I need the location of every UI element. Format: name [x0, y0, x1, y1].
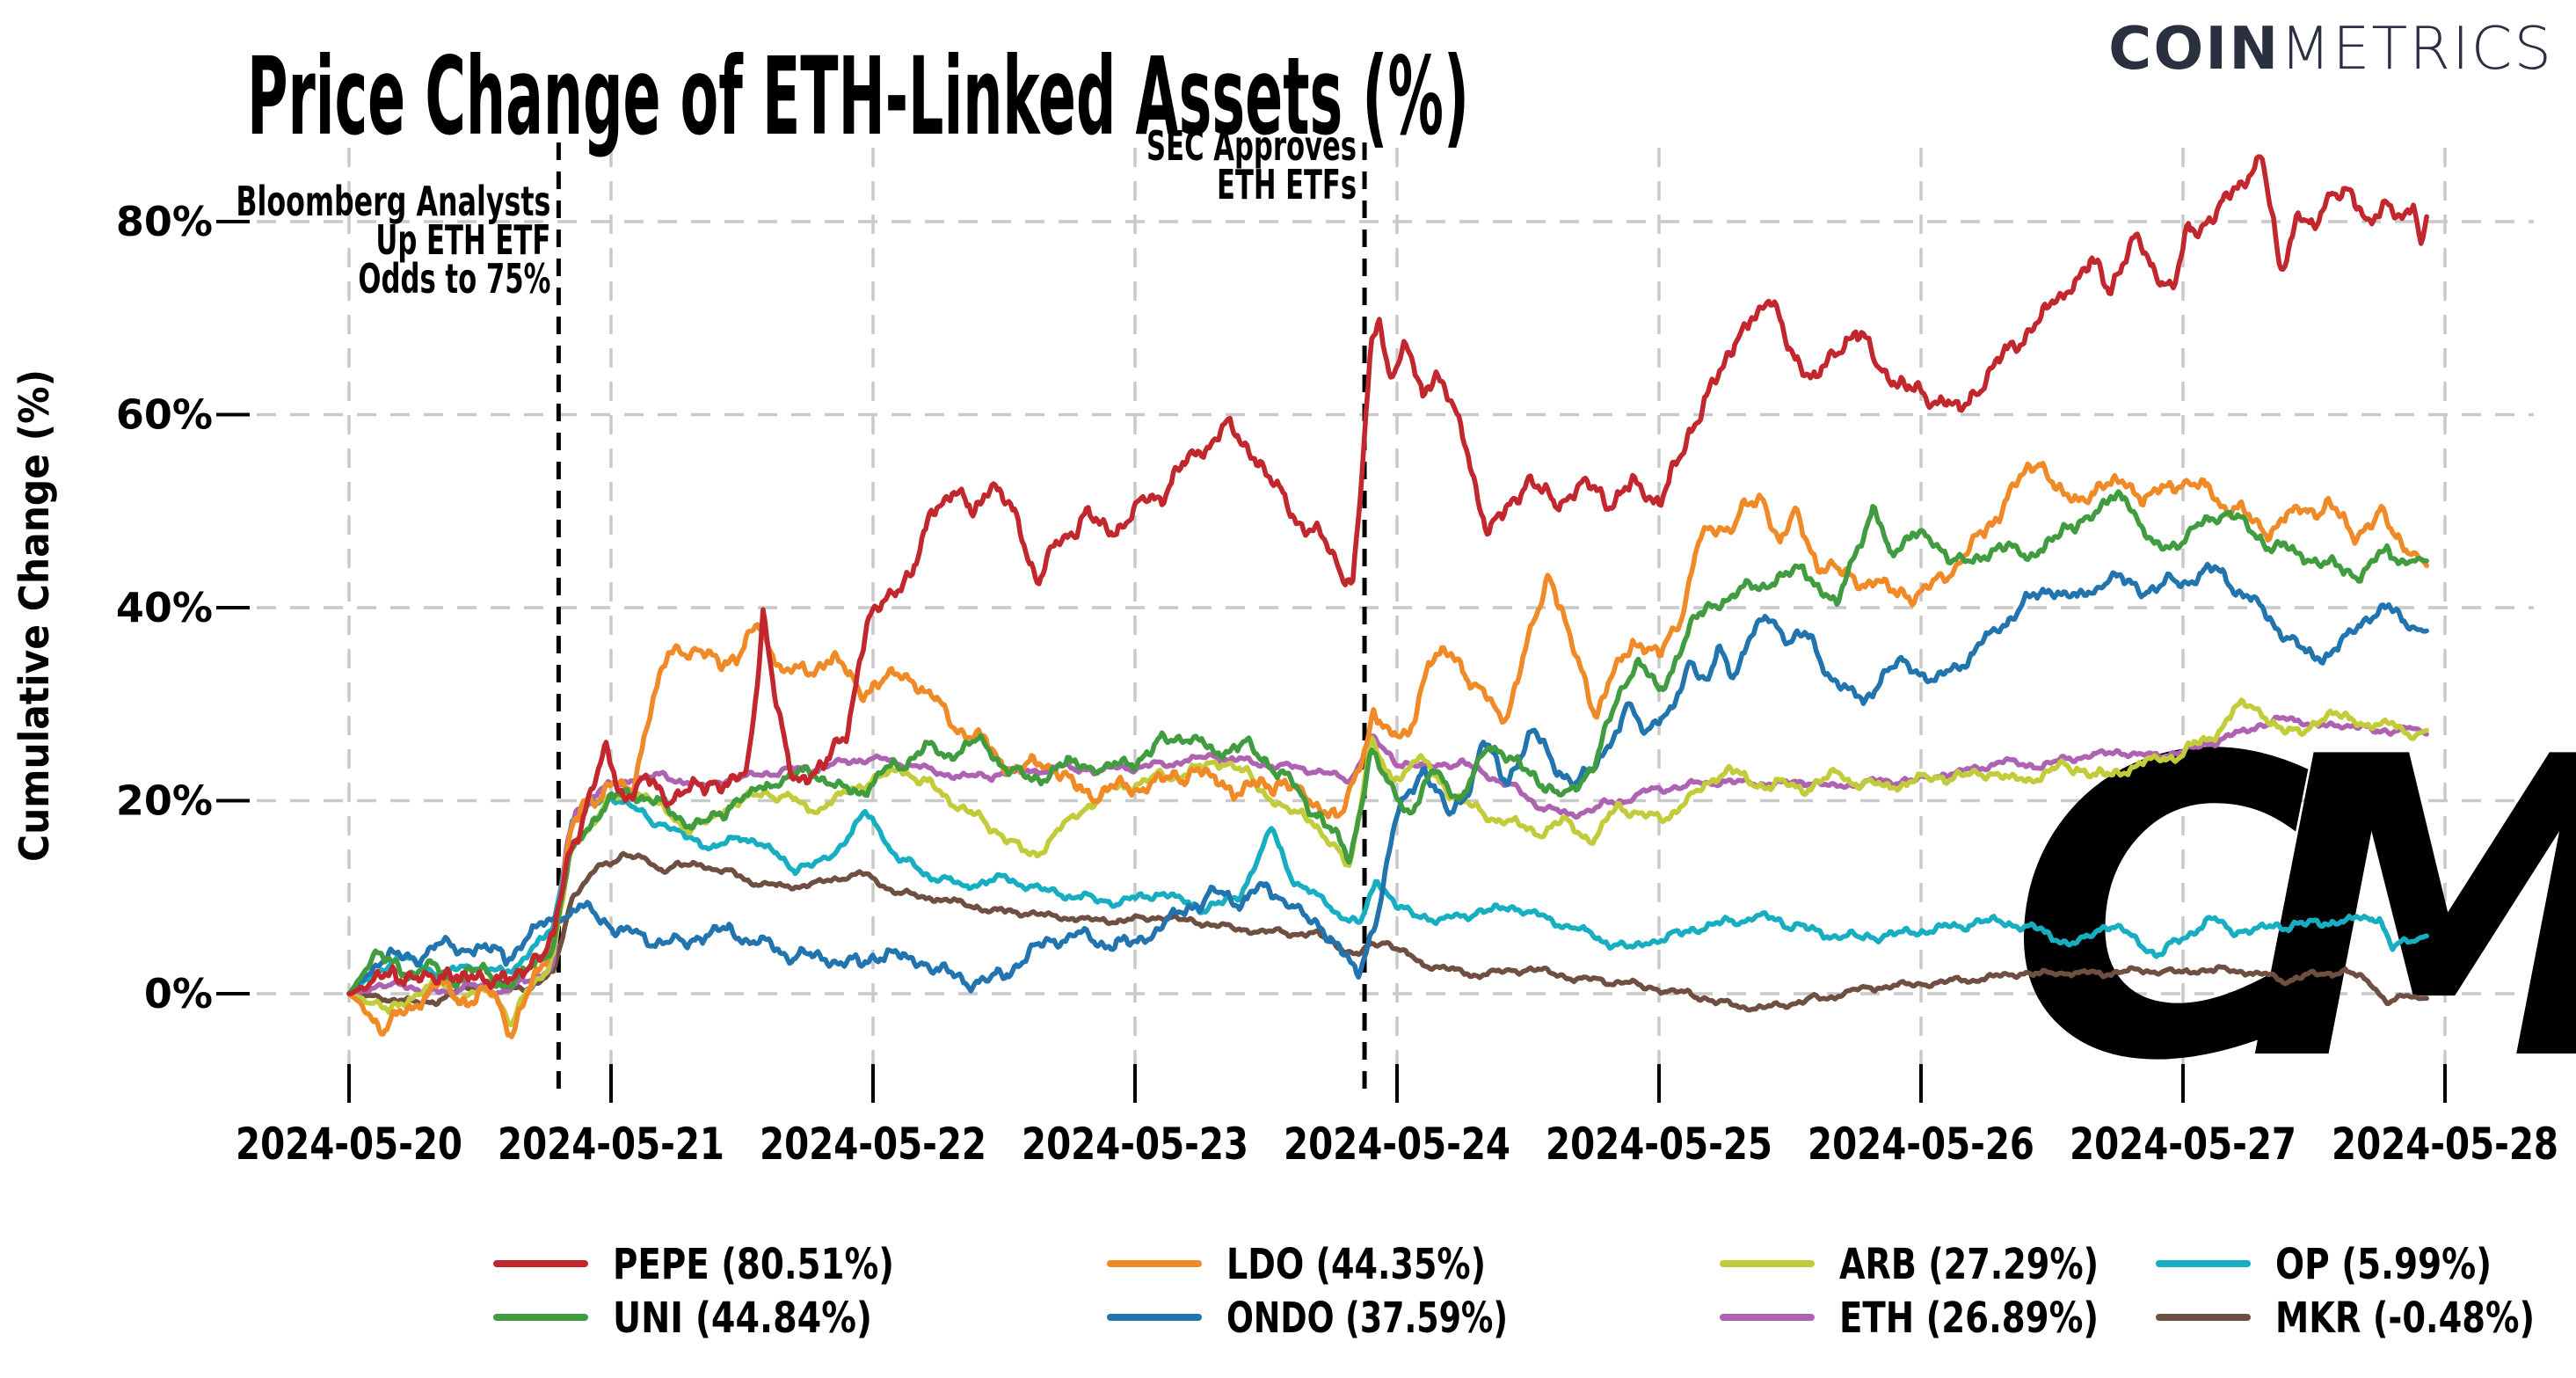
- series-line-ONDO: [346, 561, 2429, 996]
- legend-item-LDO: LDO (44.35%): [1107, 1240, 1486, 1289]
- x-tick-label: 2024-05-24: [1284, 1119, 1510, 1170]
- event-annotation-line: Bloomberg Analysts: [236, 178, 550, 225]
- legend-label-UNI: UNI (44.84%): [613, 1294, 872, 1343]
- series-line-MKR: [346, 850, 2429, 1013]
- y-axis-title: Cumulative Change (%): [11, 369, 58, 862]
- legend-item-MKR: MKR (-0.48%): [2156, 1294, 2535, 1343]
- x-tick-label: 2024-05-26: [1808, 1119, 2034, 1170]
- brand-logo-light: METRICS: [2280, 14, 2553, 83]
- brand-logo-bold: COIN: [2108, 14, 2281, 83]
- x-tick-label: 2024-05-22: [760, 1119, 986, 1170]
- x-tick-label: 2024-05-23: [1022, 1119, 1248, 1170]
- y-tick-label: 20%: [116, 777, 213, 825]
- legend-label-MKR: MKR (-0.48%): [2275, 1294, 2535, 1343]
- watermark-cm-logo: CM: [2009, 670, 2576, 1151]
- legend-label-ETH: ETH (26.89%): [1839, 1294, 2099, 1343]
- y-tick-label: 0%: [144, 970, 213, 1017]
- legend: PEPE (80.51%) LDO (44.35%) ARB (27.29%) OP …: [493, 1240, 2535, 1343]
- series-line-PEPE: [346, 154, 2429, 996]
- series-line-OP: [346, 794, 2429, 996]
- event-annotation-line: ETH ETFs: [1217, 161, 1357, 208]
- series-line-LDO: [346, 461, 2429, 1039]
- x-tick-label: 2024-05-25: [1546, 1119, 1772, 1170]
- event-annotation-line: Odds to 75%: [358, 255, 550, 303]
- series-line-UNI: [346, 489, 2429, 996]
- legend-item-ONDO: ONDO (37.59%): [1107, 1294, 1508, 1343]
- event-annotation-line: Up ETH ETF: [375, 216, 550, 264]
- brand-logo: COINMETRICS: [2108, 14, 2553, 83]
- x-tick-label: 2024-05-28: [2332, 1119, 2558, 1170]
- legend-label-ARB: ARB (27.29%): [1839, 1240, 2099, 1289]
- legend-item-PEPE: PEPE (80.51%): [493, 1240, 894, 1289]
- x-tick-label: 2024-05-27: [2070, 1119, 2296, 1170]
- axis-layer: 0% 20% 40% 60% 80% 2024-05-20 2024-05-21 2024-0…: [116, 198, 2558, 1170]
- event-annotation-line: SEC Approves: [1146, 122, 1357, 170]
- y-tick-label: 60%: [116, 391, 213, 439]
- series-layer: [346, 154, 2429, 1039]
- legend-item-UNI: UNI (44.84%): [493, 1294, 872, 1343]
- x-tick-label: 2024-05-21: [498, 1119, 724, 1170]
- x-tick-label: 2024-05-20: [236, 1119, 462, 1170]
- legend-item-ETH: ETH (26.89%): [1720, 1294, 2099, 1343]
- legend-item-OP: OP (5.99%): [2156, 1240, 2492, 1289]
- legend-label-OP: OP (5.99%): [2275, 1240, 2492, 1289]
- legend-label-LDO: LDO (44.35%): [1226, 1240, 1486, 1289]
- y-tick-label: 40%: [116, 584, 213, 631]
- y-tick-label: 80%: [116, 198, 213, 245]
- legend-item-ARB: ARB (27.29%): [1720, 1240, 2099, 1289]
- legend-label-PEPE: PEPE (80.51%): [613, 1240, 894, 1289]
- chart-title: Price Change of ETH-Linked Assets (%): [247, 34, 1469, 159]
- legend-label-ONDO: ONDO (37.59%): [1226, 1294, 1508, 1343]
- grid-layer: [257, 148, 2534, 1096]
